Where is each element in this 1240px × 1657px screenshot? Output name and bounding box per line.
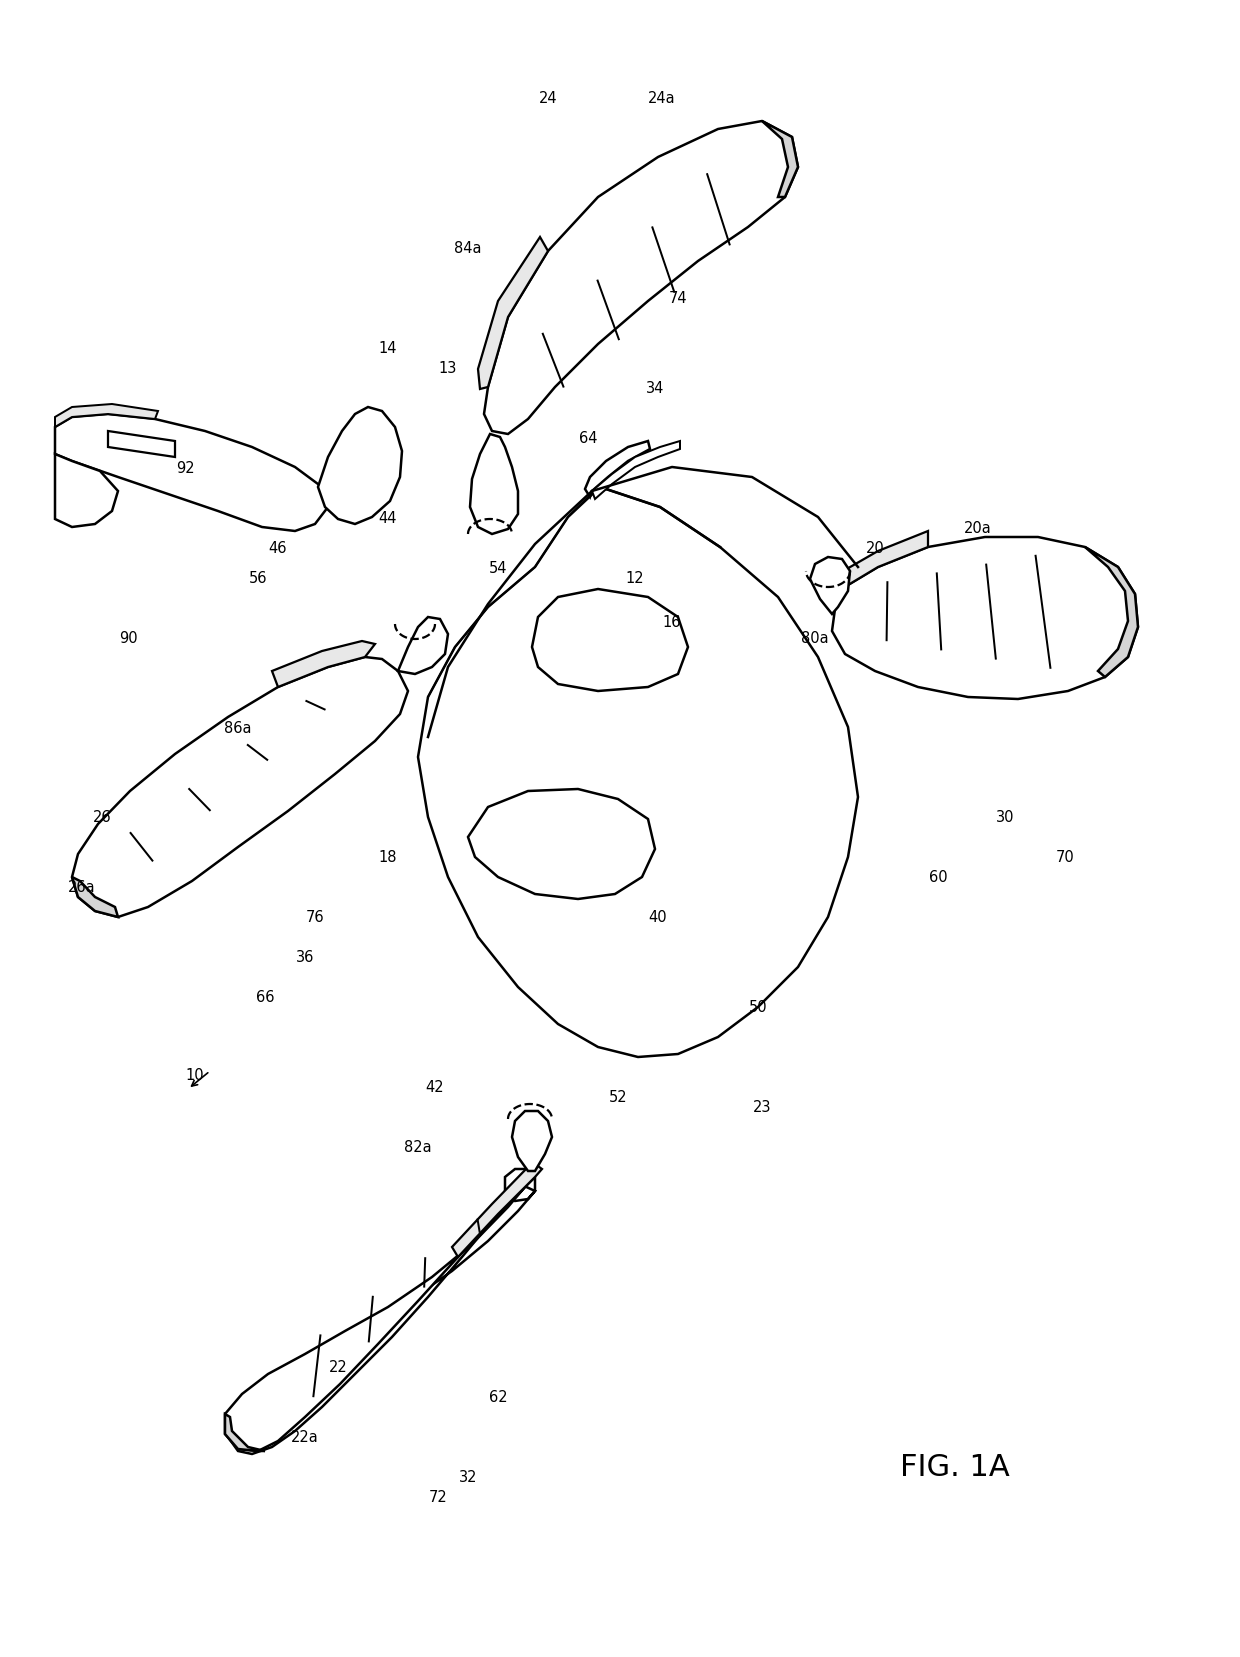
Polygon shape [1085,548,1138,678]
Text: 72: 72 [429,1490,448,1505]
Polygon shape [467,789,655,900]
Text: 14: 14 [378,340,397,355]
Polygon shape [484,123,799,434]
Polygon shape [835,532,928,592]
Text: 12: 12 [626,570,645,585]
Polygon shape [477,239,548,389]
Polygon shape [224,1176,534,1452]
Polygon shape [224,1413,265,1452]
Text: 13: 13 [439,360,458,374]
Text: 46: 46 [269,540,288,555]
Text: 74: 74 [668,290,687,305]
Polygon shape [72,658,408,918]
Polygon shape [532,590,688,691]
Polygon shape [228,1170,534,1455]
Polygon shape [763,123,799,197]
Text: 76: 76 [306,910,325,925]
Text: 60: 60 [929,870,947,885]
Polygon shape [108,432,175,457]
Polygon shape [72,878,118,918]
Text: 40: 40 [649,910,667,925]
Polygon shape [585,442,650,497]
Polygon shape [398,618,448,674]
Text: 18: 18 [378,850,397,865]
Text: 92: 92 [176,461,195,476]
Text: 86a: 86a [224,721,252,736]
Polygon shape [591,442,680,500]
Text: 70: 70 [1055,850,1074,865]
Text: 24a: 24a [649,91,676,106]
Text: 32: 32 [459,1470,477,1485]
Text: 52: 52 [609,1090,627,1105]
Text: 24: 24 [538,91,557,106]
Polygon shape [832,537,1138,699]
Text: 10: 10 [186,1067,205,1082]
Polygon shape [55,454,118,527]
Polygon shape [272,641,374,688]
Text: 26a: 26a [68,880,95,895]
Text: 90: 90 [119,630,138,645]
Text: 16: 16 [662,615,681,630]
Text: 64: 64 [579,431,598,446]
Text: 56: 56 [249,570,268,585]
Text: 20: 20 [866,540,884,555]
Polygon shape [55,404,157,428]
Text: 50: 50 [749,999,768,1014]
Text: 23: 23 [753,1100,771,1115]
Text: 62: 62 [489,1390,507,1405]
Text: 36: 36 [296,949,314,964]
Text: 42: 42 [425,1080,444,1095]
Text: 34: 34 [646,379,665,396]
Polygon shape [512,1112,552,1171]
Text: 82a: 82a [404,1140,432,1155]
Polygon shape [453,1165,542,1258]
Polygon shape [810,558,849,615]
Polygon shape [470,434,518,535]
Text: 20a: 20a [965,520,992,535]
Polygon shape [55,414,329,532]
Text: 44: 44 [378,510,397,525]
Text: 54: 54 [489,560,507,575]
Polygon shape [418,487,858,1057]
Polygon shape [317,408,402,525]
Text: 26: 26 [93,810,112,825]
Text: 80a: 80a [801,630,828,645]
Text: 30: 30 [996,810,1014,825]
Text: 84a: 84a [454,240,482,255]
Text: 22a: 22a [291,1430,319,1445]
Text: FIG. 1A: FIG. 1A [900,1453,1009,1481]
Text: 22: 22 [329,1360,347,1375]
Text: 66: 66 [255,989,274,1004]
